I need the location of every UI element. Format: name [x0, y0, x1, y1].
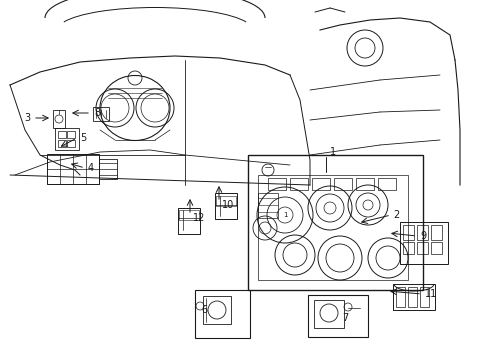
Bar	[58, 131, 66, 138]
Bar	[58, 140, 66, 147]
Bar	[407, 287, 416, 307]
Text: 8: 8	[94, 108, 100, 118]
Text: 10: 10	[222, 200, 234, 210]
Bar	[99, 159, 117, 179]
Bar	[402, 225, 413, 240]
Bar	[377, 178, 395, 190]
Bar	[47, 154, 99, 184]
Bar	[402, 242, 413, 254]
Bar	[313, 300, 343, 328]
Text: 1: 1	[329, 147, 335, 157]
Text: 4: 4	[88, 163, 94, 173]
Bar	[289, 178, 307, 190]
Text: 7: 7	[341, 313, 347, 323]
Bar	[392, 284, 434, 310]
Bar	[247, 155, 422, 290]
Bar	[307, 295, 367, 337]
Bar	[203, 296, 230, 324]
Bar	[216, 196, 236, 206]
Bar	[93, 107, 109, 121]
Bar	[430, 225, 441, 240]
Bar	[416, 225, 427, 240]
Text: 11: 11	[424, 289, 436, 299]
Text: 6: 6	[201, 305, 206, 315]
Text: 3: 3	[24, 113, 30, 123]
Bar	[311, 178, 329, 190]
Text: 2: 2	[392, 210, 398, 220]
Bar	[430, 242, 441, 254]
Bar	[195, 290, 249, 338]
Bar	[178, 208, 200, 234]
Bar	[53, 110, 65, 128]
Bar	[399, 222, 447, 264]
Text: 9: 9	[419, 231, 425, 241]
Bar	[419, 287, 428, 307]
Bar	[215, 193, 237, 219]
Bar	[55, 128, 79, 150]
Bar	[355, 178, 373, 190]
Bar	[416, 242, 427, 254]
Bar	[395, 287, 404, 307]
Bar	[333, 178, 351, 190]
Bar	[179, 210, 199, 220]
Bar	[258, 193, 278, 218]
Text: 1: 1	[282, 212, 286, 218]
Bar	[258, 175, 407, 280]
Text: 12: 12	[193, 213, 205, 223]
Text: 5: 5	[80, 133, 86, 143]
Bar	[67, 140, 75, 147]
Bar	[267, 178, 285, 190]
Bar	[67, 131, 75, 138]
